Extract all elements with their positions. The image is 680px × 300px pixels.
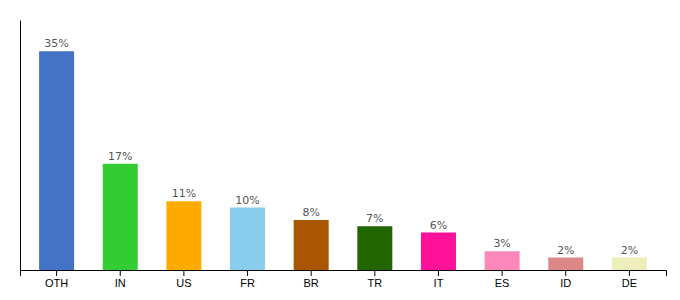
bar [357, 226, 392, 270]
data-label: 2% [621, 244, 638, 257]
bar [39, 51, 74, 270]
x-tick-label: BR [304, 277, 319, 289]
x-tick-label: TR [367, 277, 382, 289]
chart-svg: 35% 17% 11% 10% 8% 7% 6% 3% 2% 2% OTH IN US FR BR TR IT E… [0, 0, 680, 300]
x-tick-label: US [176, 277, 191, 289]
x-tick-mark [311, 270, 312, 276]
y-axis [20, 21, 21, 271]
x-tick-mark [438, 270, 439, 276]
bar [612, 258, 647, 271]
x-axis: OTH IN US FR BR TR IT ES ID DE [21, 270, 667, 289]
bar [485, 251, 520, 270]
x-tick: TR [367, 270, 382, 289]
data-label: 17% [108, 150, 132, 163]
data-label: 3% [493, 237, 510, 250]
x-tick: BR [304, 270, 319, 289]
x-tick: DE [622, 270, 637, 289]
bar [421, 233, 456, 271]
x-tick-mark [120, 270, 121, 276]
x-tick-mark [565, 270, 566, 276]
bar [548, 258, 583, 271]
x-tick-mark [183, 270, 184, 276]
x-tick-label: OTH [45, 277, 68, 289]
data-label: 2% [557, 244, 574, 257]
data-label: 10% [235, 194, 259, 207]
data-labels: 35% 17% 11% 10% 8% 7% 6% 3% 2% 2% [44, 37, 638, 256]
bar [294, 220, 329, 270]
bar [103, 164, 138, 270]
data-label: 6% [430, 219, 447, 232]
x-tick: US [176, 270, 191, 289]
y-axis-line [20, 21, 21, 271]
bar [230, 208, 265, 271]
bar [166, 201, 201, 270]
x-tick-mark [629, 270, 630, 276]
data-label: 7% [366, 212, 383, 225]
x-tick-label: ES [495, 277, 510, 289]
x-axis-line [21, 271, 667, 277]
x-tick: FR [240, 270, 255, 289]
x-tick-mark [247, 270, 248, 276]
x-tick-label: IN [115, 277, 126, 289]
x-tick-label: ID [560, 277, 571, 289]
x-tick: IT [434, 270, 444, 289]
x-tick-label: IT [434, 277, 444, 289]
data-label: 35% [44, 37, 68, 50]
chart-container: 35% 17% 11% 10% 8% 7% 6% 3% 2% 2% OTH IN US FR BR TR IT E… [0, 0, 680, 300]
x-tick-mark [56, 270, 57, 276]
data-label: 11% [172, 187, 196, 200]
x-tick-label: DE [622, 277, 637, 289]
plot-area: 35% 17% 11% 10% 8% 7% 6% 3% 2% 2% OTH IN US FR BR TR IT E… [21, 21, 667, 289]
bars [39, 51, 647, 270]
data-label: 8% [302, 206, 319, 219]
x-tick: OTH [45, 270, 68, 289]
x-tick-label: FR [240, 277, 255, 289]
x-tick: ES [495, 270, 510, 289]
x-tick-mark [374, 270, 375, 276]
x-tick: ID [560, 270, 571, 289]
x-tick: IN [115, 270, 126, 289]
x-tick-mark [502, 270, 503, 276]
